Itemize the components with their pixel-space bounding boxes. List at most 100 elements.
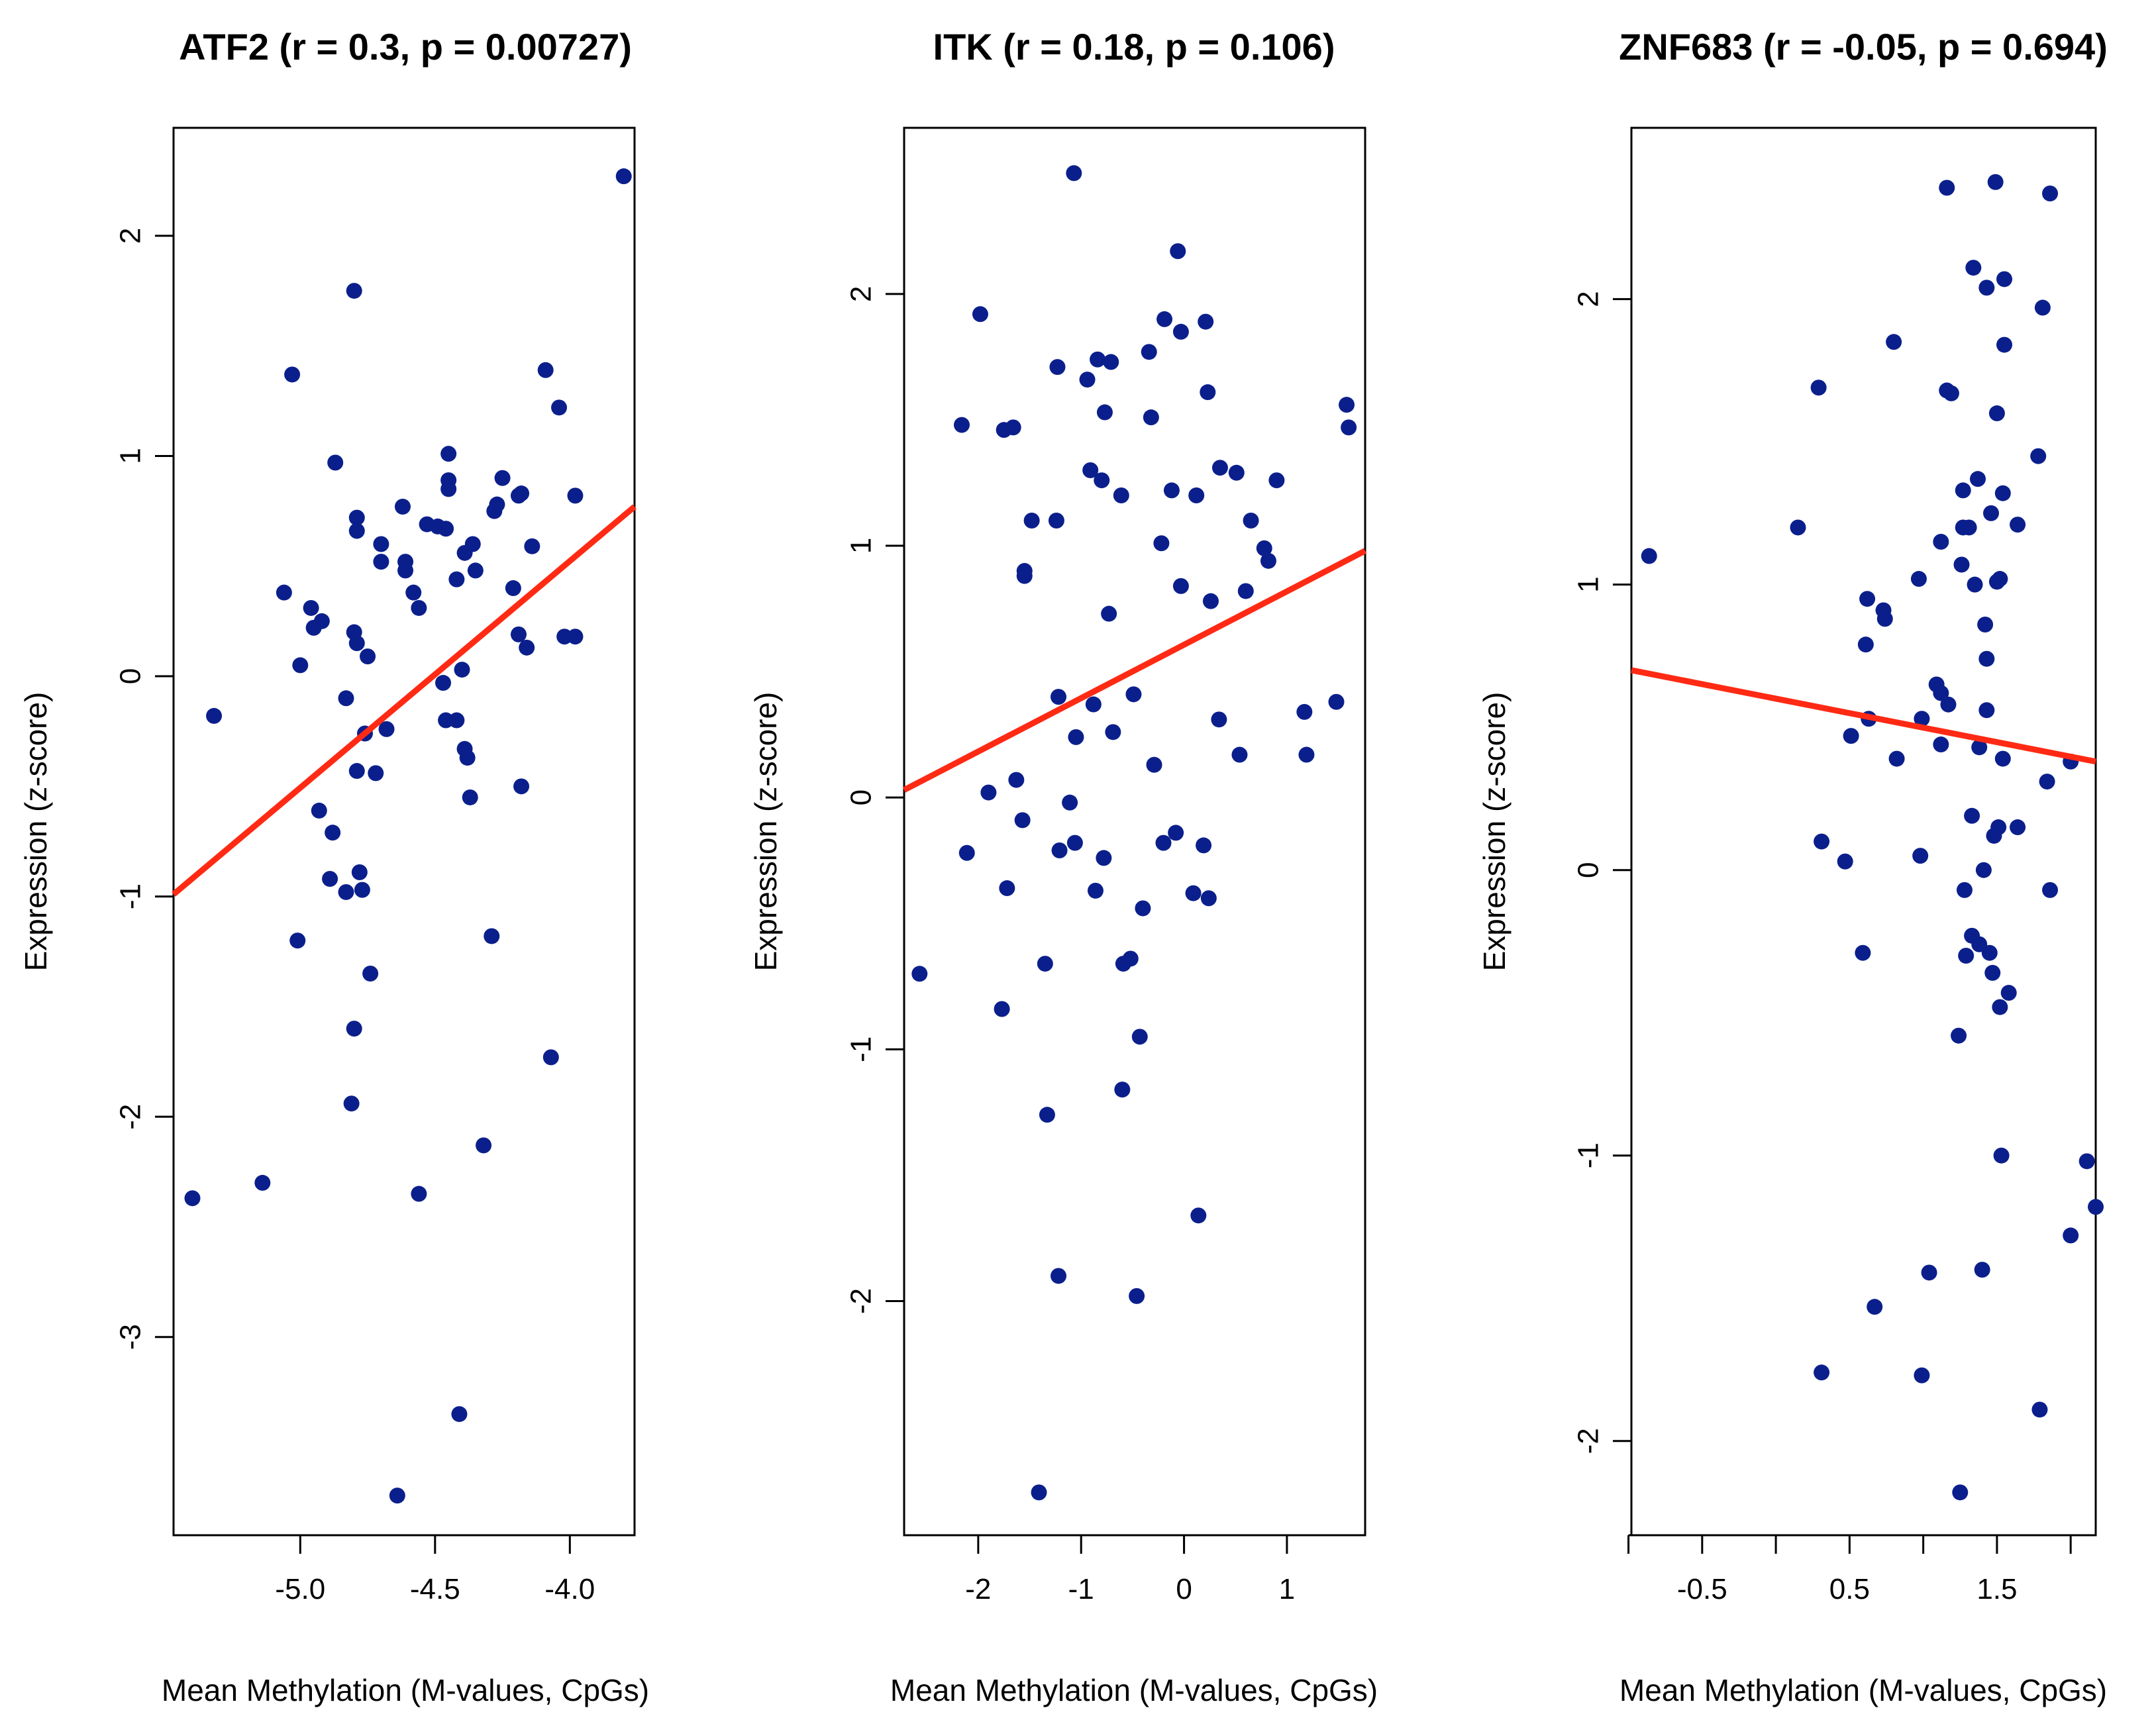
data-point <box>284 366 301 383</box>
data-point <box>1974 1262 1990 1278</box>
data-point <box>1992 571 2008 587</box>
y-tick-label: 0 <box>1572 862 1605 878</box>
x-tick-label: 0.5 <box>1829 1573 1870 1605</box>
data-point <box>2010 819 2026 836</box>
y-tick-label: -3 <box>115 1324 147 1350</box>
data-point <box>505 580 521 597</box>
data-point <box>524 538 540 554</box>
data-point <box>1978 650 1995 667</box>
data-point <box>519 639 535 656</box>
y-tick-label: -1 <box>1572 1142 1605 1168</box>
data-point <box>351 864 368 881</box>
data-point <box>276 584 292 601</box>
data-point <box>348 635 365 652</box>
x-tick-label: -1 <box>1068 1573 1094 1605</box>
y-axis-label: Expression (z-score) <box>1477 692 1512 972</box>
data-point <box>2031 1401 2048 1418</box>
data-point <box>1122 950 1139 967</box>
data-point <box>1190 1207 1207 1224</box>
data-point <box>448 571 465 587</box>
regression-line <box>902 548 1367 793</box>
data-point <box>954 417 970 433</box>
y-tick-label: 1 <box>115 448 147 464</box>
data-point <box>2079 1153 2095 1170</box>
data-point <box>1202 593 1219 609</box>
data-point <box>513 778 530 795</box>
data-point <box>1971 739 1988 756</box>
data-point <box>1339 397 1355 413</box>
regression-line <box>1631 667 2096 765</box>
data-point <box>1298 746 1315 763</box>
y-tick-label: -1 <box>115 884 147 909</box>
data-point <box>1031 1484 1047 1501</box>
data-point <box>1087 882 1104 899</box>
data-point <box>206 707 223 724</box>
data-point <box>327 454 344 471</box>
data-point <box>1114 1082 1131 1098</box>
data-point <box>2034 299 2051 316</box>
data-point <box>1103 354 1119 370</box>
data-point <box>1198 313 1214 330</box>
data-point <box>1260 552 1276 569</box>
x-tick-label: -5.0 <box>275 1573 325 1605</box>
data-point <box>1155 835 1172 851</box>
data-point <box>322 870 338 887</box>
data-point <box>1969 471 1986 487</box>
data-point <box>1005 419 1021 436</box>
data-point <box>1953 556 1970 573</box>
x-axis-label: Mean Methylation (M-values, CpGs) <box>890 1673 1378 1707</box>
data-point <box>1051 842 1068 859</box>
data-point <box>1859 591 1876 607</box>
data-point <box>389 1488 405 1504</box>
data-point <box>1814 833 1830 850</box>
data-point <box>1933 534 1949 550</box>
data-point <box>1085 696 1102 713</box>
data-point <box>1051 1268 1067 1284</box>
panel-2: ZNF683 (r = -0.05, p = 0.694) -0.5 0.5 1.5 -… <box>1477 26 2108 1707</box>
chart-title: ATF2 (r = 0.3, p = 0.00727) <box>179 26 632 68</box>
y-tick-label: 1 <box>1572 576 1605 592</box>
y-tick-label: 2 <box>1572 291 1605 307</box>
data-point <box>1790 519 1806 536</box>
data-point <box>1910 571 1927 587</box>
data-point <box>1914 1367 1930 1384</box>
data-point <box>1066 835 1083 851</box>
data-point <box>1156 311 1173 327</box>
data-point <box>448 712 465 729</box>
data-point <box>459 750 476 766</box>
data-point <box>1341 419 1357 436</box>
data-point <box>368 765 384 782</box>
data-point <box>338 690 354 707</box>
data-point <box>1940 696 1957 713</box>
data-point <box>1141 344 1157 360</box>
data-point <box>494 470 511 486</box>
x-tick-label: -2 <box>965 1573 991 1605</box>
data-point <box>1912 848 1929 864</box>
data-point <box>1211 460 1228 476</box>
data-point <box>1049 359 1066 376</box>
x-axis-label: Mean Methylation (M-values, CpGs) <box>162 1673 649 1707</box>
x-tick-label: 1.5 <box>1976 1573 2017 1605</box>
data-point <box>254 1174 271 1191</box>
data-point <box>1886 334 1902 350</box>
data-point <box>1185 885 1202 901</box>
y-tick-label: -1 <box>845 1037 878 1062</box>
data-point <box>1256 540 1272 556</box>
data-point <box>1090 351 1106 368</box>
data-point <box>411 599 427 616</box>
data-point <box>1296 703 1313 720</box>
data-point <box>397 562 414 579</box>
data-point <box>360 648 376 665</box>
data-point <box>1982 505 1999 521</box>
data-point <box>1964 807 1980 824</box>
data-point <box>1967 576 1983 593</box>
data-point <box>1082 462 1099 478</box>
data-point <box>1023 513 1040 529</box>
data-point <box>311 802 327 819</box>
data-point <box>1014 812 1031 829</box>
data-point <box>2042 882 2059 898</box>
data-point <box>373 554 389 570</box>
data-point <box>1961 519 1977 536</box>
data-point <box>1996 271 2013 287</box>
data-point <box>1933 685 1949 701</box>
